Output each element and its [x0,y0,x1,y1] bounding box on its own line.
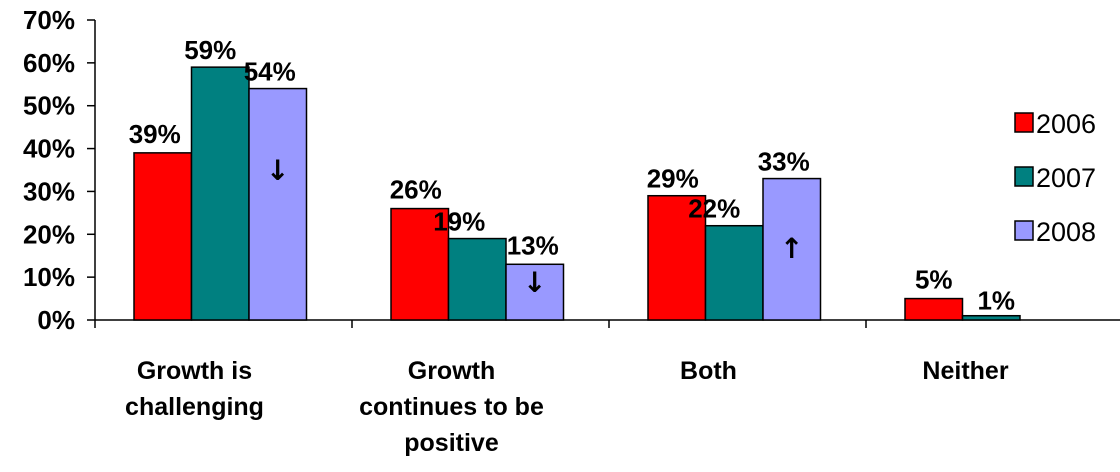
legend: 2006 2007 2008 [1014,109,1096,247]
category-label: Both [680,357,737,385]
y-axis: 0% 10% 20% 30% 40% 50% 60% 70% [23,5,96,335]
data-labels: 39% 26% 29% 5% 59% 19% 22% 1% 54% 13% 33% [129,35,1015,316]
category-label: Growth continues to be positive [359,357,544,457]
legend-label: 2008 [1036,217,1096,247]
bar-2008-1 [505,263,565,321]
legend-label: 2007 [1036,163,1096,193]
data-label: 13% [507,230,559,260]
data-label: 22% [688,194,740,224]
data-label: 19% [433,207,485,237]
data-label: 1% [977,286,1015,316]
data-label: 59% [184,35,236,65]
legend-swatch-2008 [1014,220,1034,241]
data-label: 54% [244,57,296,87]
category-label: Growth is challenging [125,357,264,421]
y-tick-label: 20% [23,219,75,249]
bar-2007-0 [190,66,250,321]
arrow-annotations: ↓ ↓ ↑ [266,154,803,299]
up-arrow-icon: ↑ [780,232,803,265]
y-tick-label: 70% [23,5,75,35]
legend-label: 2006 [1036,109,1096,139]
data-label: 29% [647,164,699,194]
data-label: 39% [129,119,181,149]
legend-swatch-2007 [1014,166,1034,187]
bar-2006-0 [133,152,193,321]
data-label: 5% [915,265,953,295]
bar-2007-3 [961,314,1021,321]
down-arrow-icon: ↓ [266,154,289,187]
bar-2008-0 [248,87,308,321]
y-tick-label: 40% [23,134,75,164]
y-tick-label: 10% [23,262,75,292]
bar-2008-2 [762,177,822,321]
down-arrow-icon: ↓ [523,266,546,299]
legend-swatch-2006 [1014,112,1034,133]
bars [133,66,1021,321]
y-tick-label: 60% [23,48,75,78]
category-label: Neither [922,357,1008,385]
data-label: 26% [390,175,442,205]
data-label: 33% [758,147,810,177]
x-axis [94,319,1120,328]
y-tick-label: 0% [37,305,75,335]
bar-2007-2 [704,224,764,321]
y-tick-label: 50% [23,91,75,121]
bar-2007-1 [447,237,507,321]
bar-2006-3 [904,297,964,321]
y-tick-label: 30% [23,176,75,206]
category-labels: Growth is challenging Growth continues to b… [125,357,1009,457]
